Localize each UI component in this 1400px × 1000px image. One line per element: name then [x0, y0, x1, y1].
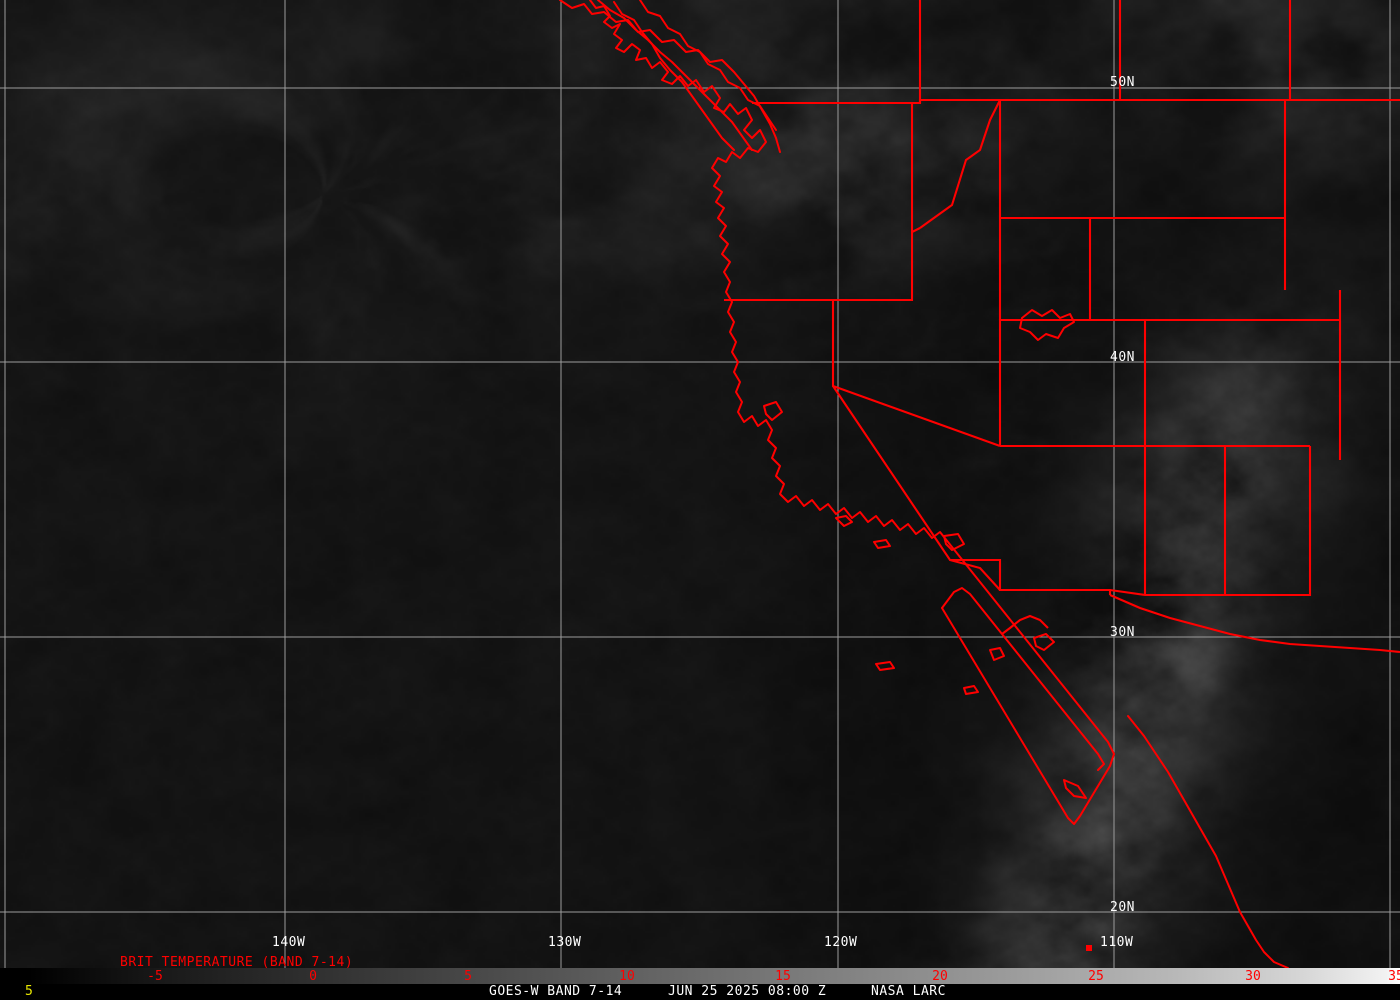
colorbar-tick-20: 20	[932, 969, 948, 984]
latitude-label-40n: 40N	[1110, 350, 1135, 365]
graticule-gridlines	[0, 0, 1400, 968]
colorbar-tick-10: 10	[619, 969, 635, 984]
red-point-marker	[1086, 945, 1092, 951]
colorbar-tick-5: 5	[464, 969, 472, 984]
brightness-temperature-colorbar	[0, 968, 1400, 984]
colorbar-tick--5: -5	[147, 969, 163, 984]
satellite-band-label: GOES-W BAND 7-14	[489, 984, 623, 999]
political-boundaries-overlay	[724, 0, 1400, 654]
observation-timestamp: JUN 25 2025 08:00 Z	[668, 984, 827, 999]
status-bar: 5 GOES-W BAND 7-14 JUN 25 2025 08:00 Z N…	[0, 984, 1400, 1000]
colorbar-tick-25: 25	[1088, 969, 1104, 984]
colorbar-tick-35: 35	[1388, 969, 1400, 984]
data-source-label: NASA LARC	[871, 984, 946, 999]
latitude-label-50n: 50N	[1110, 75, 1135, 90]
longitude-label-140w: 140W	[272, 935, 306, 950]
latitude-label-30n: 30N	[1110, 625, 1135, 640]
infrared-brightness-temperature-canvas	[0, 0, 1400, 968]
frame-number: 5	[25, 984, 33, 999]
product-title: BRIT TEMPERATURE (BAND 7-14)	[120, 955, 354, 970]
colorbar-tick-30: 30	[1245, 969, 1261, 984]
longitude-label-110w: 110W	[1100, 935, 1134, 950]
latitude-label-20n: 20N	[1110, 900, 1135, 915]
longitude-label-120w: 120W	[824, 935, 858, 950]
colorbar-tick-0: 0	[309, 969, 317, 984]
map-overlay	[0, 0, 1400, 968]
satellite-infrared-raster	[0, 0, 1400, 968]
longitude-label-130w: 130W	[548, 935, 582, 950]
colorbar-tick-15: 15	[775, 969, 791, 984]
coastline-overlay	[559, 0, 1289, 968]
